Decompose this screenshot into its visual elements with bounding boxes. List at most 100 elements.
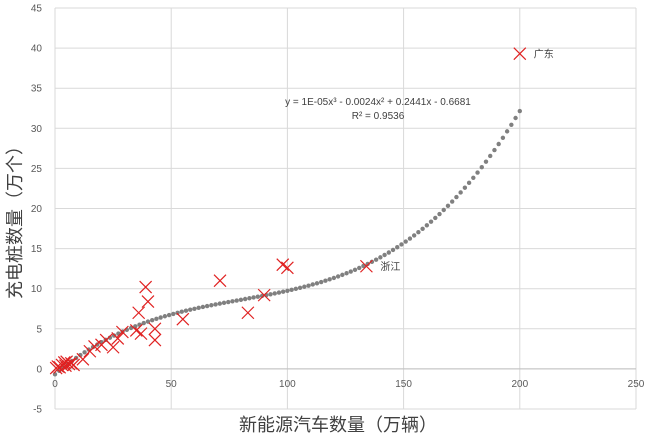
- trendline-dot: [496, 141, 501, 147]
- trendline-dot: [441, 207, 446, 213]
- y-axis-title: 充电桩数量（万个）: [5, 137, 26, 299]
- trendline-dot: [158, 315, 163, 320]
- trendline-dot: [285, 288, 290, 293]
- trendline-dot: [230, 299, 235, 304]
- trendline-dot: [162, 314, 168, 319]
- data-point-stroke: [67, 358, 81, 372]
- trendline-dot: [192, 306, 197, 311]
- data-point: [513, 47, 527, 61]
- data-point-stroke: [176, 312, 190, 326]
- data-point-stroke: [148, 333, 162, 347]
- y-tick-label: 40: [31, 44, 43, 55]
- data-point-stroke: [57, 356, 71, 369]
- trendline-dot: [251, 295, 256, 300]
- data-point-stroke: [257, 288, 271, 302]
- data-point-layer: [49, 47, 527, 375]
- trendline-dot: [331, 275, 337, 281]
- y-tick-label: 20: [31, 204, 43, 215]
- data-point: [111, 331, 125, 345]
- data-point: [115, 325, 129, 339]
- data-point-stroke: [280, 261, 294, 275]
- trendline-dot: [449, 199, 455, 204]
- data-point-stroke: [99, 333, 113, 347]
- tick-label-layer: -5 0 5 10 15 20 25 30 35 40 45 0 50 100 150 200 250: [31, 4, 645, 416]
- trendline-dot: [255, 294, 261, 299]
- trendline-dot: [348, 269, 353, 274]
- trendline-dot: [238, 297, 244, 302]
- trendline-dot: [395, 245, 400, 250]
- data-point: [148, 322, 162, 336]
- trendline-dot: [306, 283, 311, 288]
- trendline-dot: [513, 115, 518, 121]
- data-point-stroke: [111, 331, 125, 345]
- y-tick-label: 35: [31, 84, 43, 95]
- data-point: [148, 333, 162, 347]
- trendline-dot: [488, 153, 493, 159]
- data-point-stroke: [141, 295, 155, 308]
- trendline-dot: [357, 265, 362, 271]
- y-tick-label: 5: [36, 324, 42, 335]
- x-tick-label: 100: [279, 379, 296, 390]
- data-point-stroke: [129, 323, 143, 337]
- data-point-stroke: [276, 258, 290, 272]
- trendline-dot: [276, 290, 282, 295]
- trendline-dot: [466, 180, 472, 186]
- x-tick-label: 150: [395, 379, 412, 390]
- trendline-dot: [209, 303, 214, 308]
- trendline-dot: [365, 261, 370, 267]
- x-tick-label: 0: [52, 379, 58, 390]
- data-point: [257, 288, 271, 302]
- trendline-dot: [82, 350, 87, 355]
- trendline-dot: [344, 271, 349, 276]
- data-point-stroke: [139, 280, 153, 294]
- trendline-dot: [183, 308, 189, 313]
- trendline-dot: [445, 203, 451, 209]
- trendline-dot: [403, 239, 408, 244]
- trendline-dot: [509, 122, 514, 127]
- trendline-dot: [175, 310, 180, 315]
- trendline-dot: [327, 277, 332, 282]
- trendline-dot: [188, 307, 193, 312]
- trendline-dot: [386, 250, 392, 255]
- data-point-stroke: [132, 306, 146, 320]
- trendline-dot: [319, 279, 324, 285]
- trendline-dot: [373, 257, 379, 262]
- trendline-dot: [289, 287, 294, 293]
- y-tick-label: 25: [31, 164, 43, 175]
- trendline-r-squared: R² = 0.9536: [352, 111, 405, 122]
- data-point: [141, 295, 155, 308]
- trendline-dot: [154, 316, 159, 322]
- grid-layer: [54, 7, 637, 410]
- trendline-dot: [416, 229, 421, 235]
- trendline-dot: [226, 299, 231, 305]
- trendline-dot: [314, 281, 320, 286]
- trendline-dot: [407, 236, 413, 241]
- data-point: [132, 306, 146, 320]
- trendline-dot: [217, 301, 222, 306]
- data-point-stroke: [241, 306, 255, 320]
- trendline-dot: [411, 233, 417, 238]
- data-point-stroke: [76, 352, 90, 366]
- trendline-dot: [471, 175, 476, 180]
- trendline-dot: [462, 185, 468, 190]
- data-point: [213, 274, 227, 288]
- data-point-stroke: [106, 340, 120, 354]
- trendline-dot: [204, 303, 210, 309]
- point-label: 广东: [534, 48, 554, 61]
- trendline-dot: [310, 282, 315, 287]
- x-tick-label: 50: [166, 379, 178, 390]
- trendline-dot: [293, 286, 299, 292]
- trendline-dot: [500, 135, 506, 140]
- trendline-dot: [179, 309, 184, 314]
- trendline-dot: [382, 252, 387, 258]
- trendline-dot: [420, 226, 425, 231]
- data-point-stroke: [148, 322, 162, 336]
- trendline-dot: [141, 320, 146, 326]
- trendline-dot: [352, 267, 358, 272]
- trendline-dot: [268, 292, 273, 297]
- y-tick-label: 0: [36, 364, 42, 375]
- trendline-dot: [280, 289, 286, 294]
- trendline-dot: [200, 304, 206, 310]
